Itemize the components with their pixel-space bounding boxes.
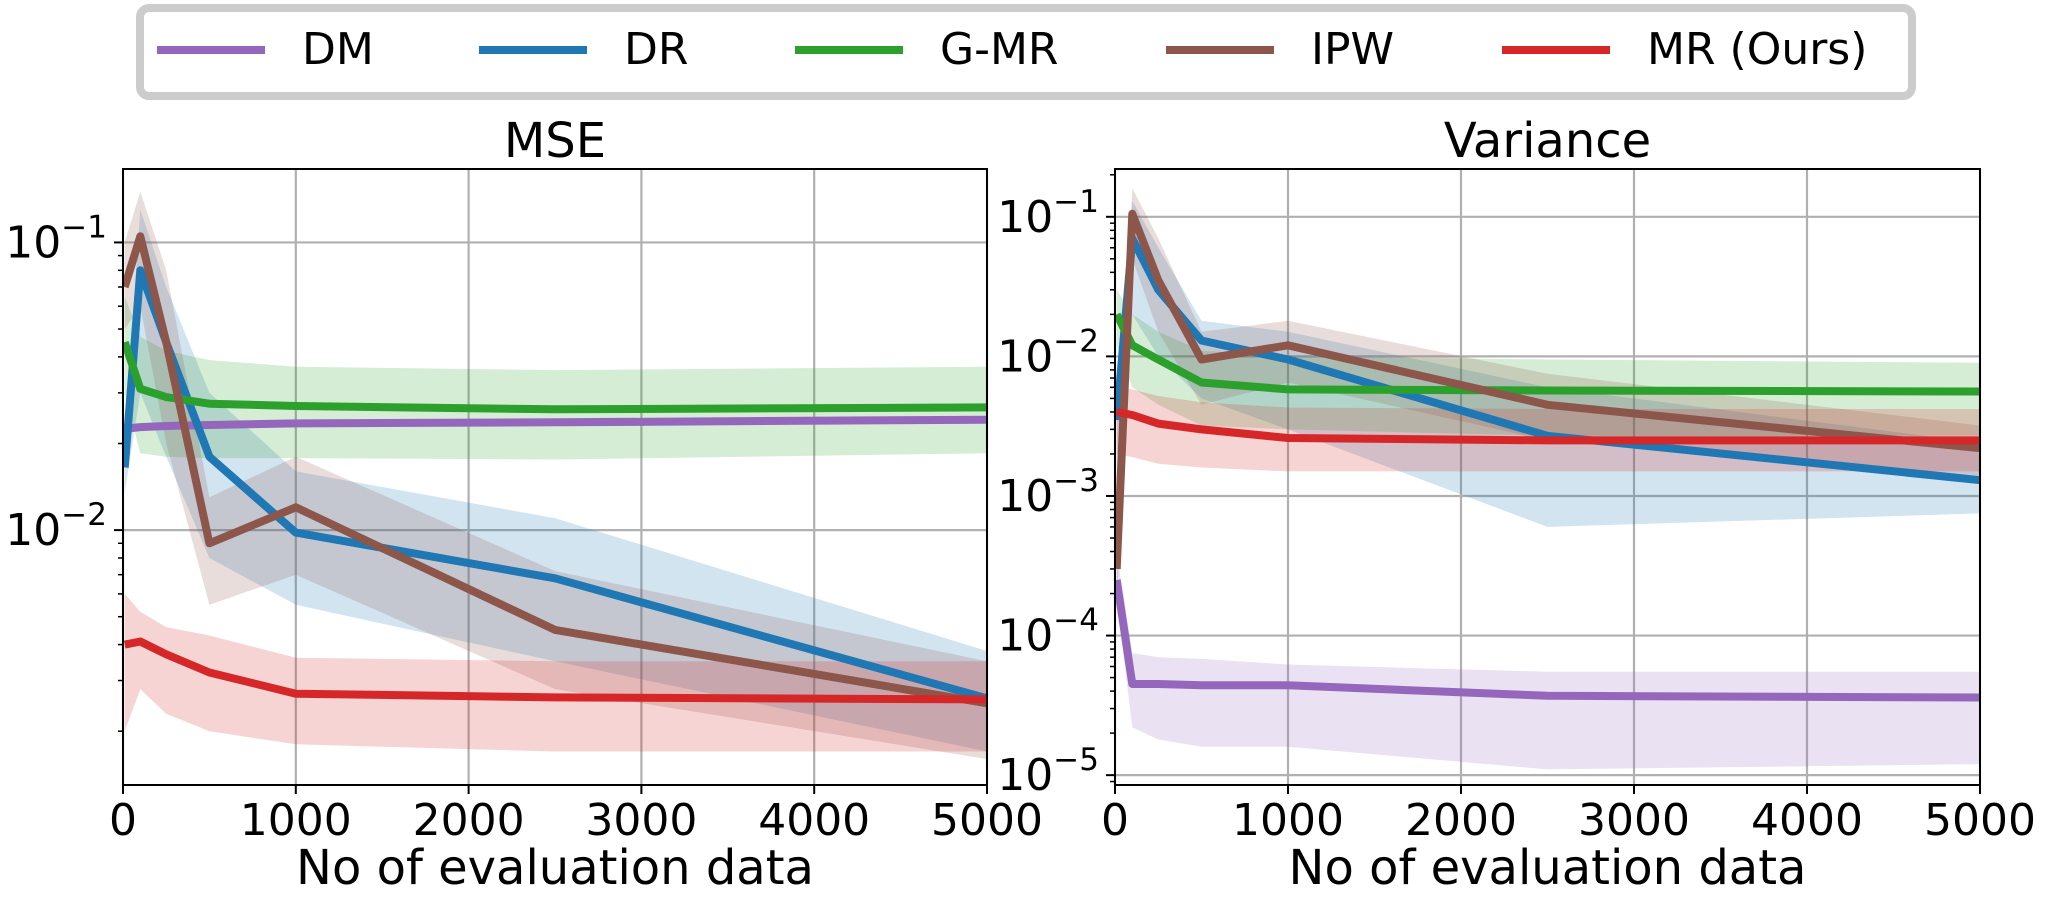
x-tick-label-5: 5000 [931,795,1043,846]
panel-title: MSE [504,113,606,169]
series-lines [1115,209,1980,702]
line-dm [124,415,987,433]
x-tick-label-0: 0 [1101,795,1129,846]
legend-frame [136,4,1916,100]
x-tick-label-3: 3000 [585,795,697,846]
confidence-bands [124,191,987,760]
band-ipw [124,191,987,760]
y-tick-label-0: 10−2 [5,497,107,556]
x-tick-label-4: 4000 [758,795,870,846]
x-tick-label-3: 3000 [1578,795,1690,846]
y-tick-label-2: 10−3 [997,463,1099,522]
legend-label-dr: DR [624,24,688,75]
panel-title: Variance [1444,113,1651,169]
line-mr-ours [123,637,987,704]
x-axis-label: No of evaluation data [1289,840,1807,896]
mse-panel: 0 1000 2000 3000 4000 5000 10−2 10−1 MSE No of ev… [5,113,1043,896]
band-mr-ours [124,593,987,752]
line-g-mr [1115,312,1980,396]
legend-label-mr-ours: MR (Ours) [1647,24,1867,75]
confidence-bands [1116,188,1980,770]
y-tick-label-1: 10−4 [997,603,1099,662]
legend-label-dm: DM [302,24,374,75]
x-tick-label-2: 2000 [413,795,525,846]
band-ipw [1116,188,1980,612]
y-tick-label-0: 10−5 [997,742,1099,801]
line-g-mr [123,340,987,414]
band-dm [1116,551,1980,770]
series-lines [123,232,987,708]
x-tick-label-5: 5000 [1924,795,2036,846]
y-tick-label-4: 10−1 [997,184,1099,243]
y-tick-label-1: 10−1 [5,209,107,268]
x-tick-label-1: 1000 [1232,795,1344,846]
x-tick-label-4: 4000 [1751,795,1863,846]
band-g-mr [124,296,987,460]
legend: DM DR G-MR IPW MR (Ours) [136,4,1916,100]
axes-frame [122,168,988,786]
band-g-mr [1116,289,1980,436]
variance-panel: 0 1000 2000 3000 4000 5000 10−5 10−4 10−3 10−2 10−… [997,113,2036,896]
x-tick-label-2: 2000 [1405,795,1517,846]
band-dr [1116,200,1980,527]
band-dr [124,209,987,752]
x-tick-label-0: 0 [109,795,137,846]
legend-label-g-mr: G-MR [940,24,1059,75]
legend-label-ipw: IPW [1311,24,1394,75]
y-tick-label-3: 10−2 [997,323,1099,382]
line-mr-ours [1115,407,1980,445]
line-dr [123,266,987,703]
line-ipw [1115,209,1980,570]
line-dm [1115,579,1980,702]
line-ipw [123,232,987,708]
band-mr-ours [1116,387,1980,472]
x-axis-label: No of evaluation data [296,840,814,896]
x-tick-label-1: 1000 [240,795,352,846]
axes-frame [1114,168,1981,786]
